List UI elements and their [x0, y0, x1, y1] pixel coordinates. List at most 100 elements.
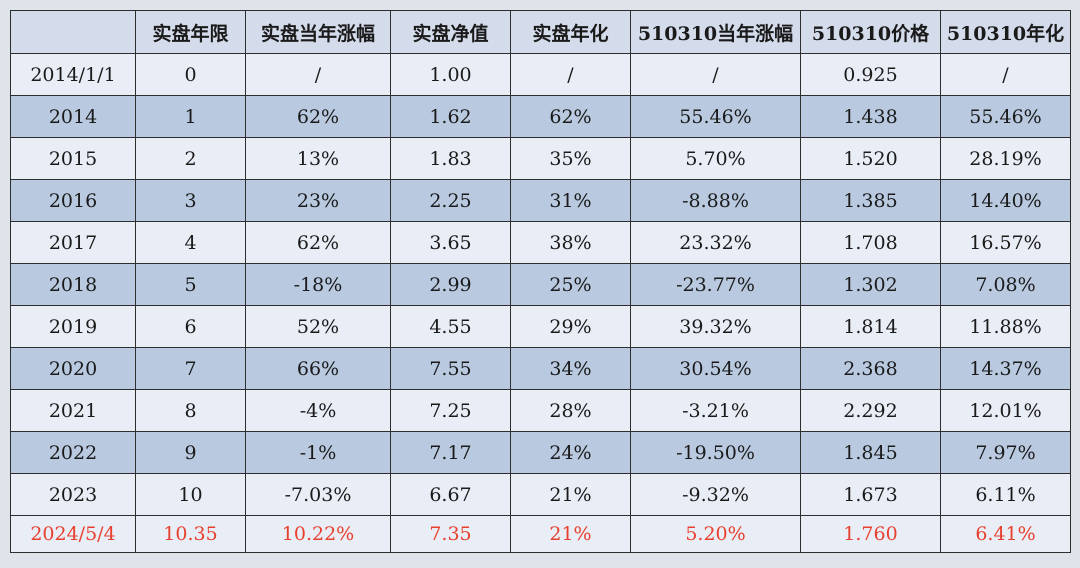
header-cell[interactable]: 510310当年涨幅	[630, 10, 801, 54]
table-cell[interactable]: 1.385	[800, 179, 941, 222]
table-cell[interactable]: 2018	[10, 263, 136, 306]
table-cell[interactable]: 0.925	[800, 53, 941, 96]
table-cell[interactable]: 2023	[10, 473, 136, 516]
header-cell[interactable]: 实盘净值	[390, 10, 511, 54]
table-cell[interactable]: 1.520	[800, 137, 941, 180]
table-cell[interactable]: 29%	[510, 305, 631, 348]
table-cell[interactable]: 2017	[10, 221, 136, 264]
table-cell[interactable]: 1.708	[800, 221, 941, 264]
table-cell[interactable]: 2014	[10, 95, 136, 138]
header-cell[interactable]: 实盘当年涨幅	[245, 10, 391, 54]
table-cell[interactable]: /	[940, 53, 1071, 96]
table-cell[interactable]: 10.35	[135, 515, 246, 553]
table-cell[interactable]: 16.57%	[940, 221, 1071, 264]
table-cell[interactable]: 2	[135, 137, 246, 180]
table-cell[interactable]: 1.673	[800, 473, 941, 516]
table-cell[interactable]: 2.368	[800, 347, 941, 390]
table-cell[interactable]: 66%	[245, 347, 391, 390]
table-cell[interactable]: 62%	[245, 95, 391, 138]
table-cell[interactable]: -19.50%	[630, 431, 801, 474]
table-cell[interactable]: 6.11%	[940, 473, 1071, 516]
table-cell[interactable]: 28%	[510, 389, 631, 432]
table-cell[interactable]: 9	[135, 431, 246, 474]
header-cell[interactable]: 实盘年化	[510, 10, 631, 54]
table-cell[interactable]: 13%	[245, 137, 391, 180]
table-cell[interactable]: 2021	[10, 389, 136, 432]
table-cell[interactable]: 52%	[245, 305, 391, 348]
table-cell[interactable]: 7.25	[390, 389, 511, 432]
table-cell[interactable]: 24%	[510, 431, 631, 474]
table-cell[interactable]: -8.88%	[630, 179, 801, 222]
table-cell[interactable]: 2.99	[390, 263, 511, 306]
table-cell[interactable]: 2024/5/4	[10, 515, 136, 553]
table-cell[interactable]: 1.62	[390, 95, 511, 138]
table-cell[interactable]: -7.03%	[245, 473, 391, 516]
table-cell[interactable]: 4.55	[390, 305, 511, 348]
table-cell[interactable]: 1	[135, 95, 246, 138]
table-cell[interactable]: 55.46%	[940, 95, 1071, 138]
table-cell[interactable]: 0	[135, 53, 246, 96]
table-cell[interactable]: 28.19%	[940, 137, 1071, 180]
table-cell[interactable]: 1.760	[800, 515, 941, 553]
table-cell[interactable]: 2016	[10, 179, 136, 222]
table-cell[interactable]: 34%	[510, 347, 631, 390]
table-cell[interactable]: 1.845	[800, 431, 941, 474]
header-cell[interactable]: 510310价格	[800, 10, 941, 54]
table-cell[interactable]: 5.70%	[630, 137, 801, 180]
table-cell[interactable]: /	[245, 53, 391, 96]
table-cell[interactable]: 6.41%	[940, 515, 1071, 553]
table-cell[interactable]: 11.88%	[940, 305, 1071, 348]
table-cell[interactable]: 30.54%	[630, 347, 801, 390]
table-cell[interactable]: -1%	[245, 431, 391, 474]
table-cell[interactable]: 14.40%	[940, 179, 1071, 222]
table-cell[interactable]: 5.20%	[630, 515, 801, 553]
table-cell[interactable]: 4	[135, 221, 246, 264]
table-cell[interactable]: 25%	[510, 263, 631, 306]
table-cell[interactable]: 7	[135, 347, 246, 390]
table-cell[interactable]: 55.46%	[630, 95, 801, 138]
header-cell[interactable]	[10, 10, 136, 54]
table-cell[interactable]: /	[630, 53, 801, 96]
table-cell[interactable]: 2019	[10, 305, 136, 348]
table-cell[interactable]: 6.67	[390, 473, 511, 516]
table-cell[interactable]: 5	[135, 263, 246, 306]
table-cell[interactable]: 8	[135, 389, 246, 432]
table-cell[interactable]: 1.83	[390, 137, 511, 180]
table-cell[interactable]: 7.97%	[940, 431, 1071, 474]
header-cell[interactable]: 实盘年限	[135, 10, 246, 54]
table-cell[interactable]: -18%	[245, 263, 391, 306]
table-cell[interactable]: 35%	[510, 137, 631, 180]
table-cell[interactable]: 21%	[510, 515, 631, 553]
table-cell[interactable]: 14.37%	[940, 347, 1071, 390]
table-cell[interactable]: /	[510, 53, 631, 96]
table-cell[interactable]: 3.65	[390, 221, 511, 264]
table-cell[interactable]: 7.55	[390, 347, 511, 390]
table-cell[interactable]: 38%	[510, 221, 631, 264]
table-cell[interactable]: 2020	[10, 347, 136, 390]
table-cell[interactable]: 1.438	[800, 95, 941, 138]
table-cell[interactable]: 2014/1/1	[10, 53, 136, 96]
table-cell[interactable]: 23.32%	[630, 221, 801, 264]
table-cell[interactable]: 1.00	[390, 53, 511, 96]
table-cell[interactable]: 7.08%	[940, 263, 1071, 306]
header-cell[interactable]: 510310年化	[940, 10, 1071, 54]
table-cell[interactable]: 2015	[10, 137, 136, 180]
table-cell[interactable]: 31%	[510, 179, 631, 222]
table-cell[interactable]: 2.25	[390, 179, 511, 222]
table-cell[interactable]: -3.21%	[630, 389, 801, 432]
table-cell[interactable]: 2022	[10, 431, 136, 474]
table-cell[interactable]: 39.32%	[630, 305, 801, 348]
table-cell[interactable]: 7.35	[390, 515, 511, 553]
table-cell[interactable]: 1.302	[800, 263, 941, 306]
table-cell[interactable]: 62%	[510, 95, 631, 138]
table-cell[interactable]: 1.814	[800, 305, 941, 348]
table-cell[interactable]: -4%	[245, 389, 391, 432]
table-cell[interactable]: 3	[135, 179, 246, 222]
table-cell[interactable]: 2.292	[800, 389, 941, 432]
table-cell[interactable]: 7.17	[390, 431, 511, 474]
table-cell[interactable]: 10.22%	[245, 515, 391, 553]
table-cell[interactable]: 6	[135, 305, 246, 348]
table-cell[interactable]: -23.77%	[630, 263, 801, 306]
table-cell[interactable]: 62%	[245, 221, 391, 264]
table-cell[interactable]: -9.32%	[630, 473, 801, 516]
